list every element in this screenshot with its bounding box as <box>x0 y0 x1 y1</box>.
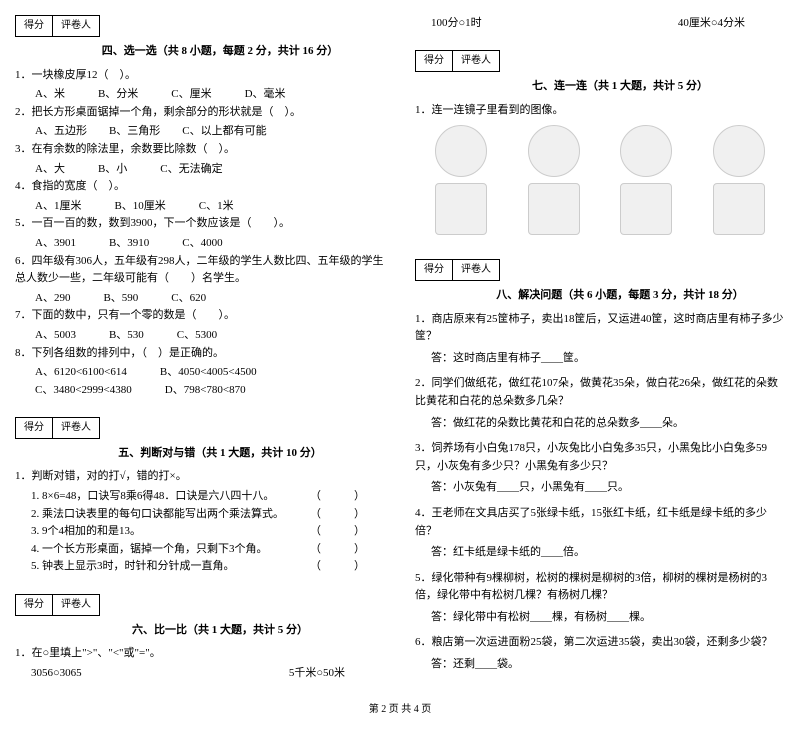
section-4-title: 四、选一选（共 8 小题，每题 2 分，共计 16 分） <box>55 43 385 61</box>
grader-label: 评卷人 <box>53 595 99 615</box>
q5-1-4-text: 4. 一个长方形桌面，锯掉一个角，只剩下3个角。 <box>31 543 268 555</box>
mirror-match-3 <box>620 183 672 235</box>
grader-label: 评卷人 <box>453 51 499 71</box>
q6-1: 1．在○里填上">"、"<"或"="。 <box>15 645 385 663</box>
a8-4: 答：红卡纸是绿卡纸的____倍。 <box>415 544 785 562</box>
paren: （ ） <box>310 523 385 541</box>
image-row-top <box>415 125 785 177</box>
a8-1: 答：这时商店里有柿子____筐。 <box>415 350 785 368</box>
score-box-7: 得分 评卷人 <box>415 50 500 72</box>
section-6-title: 六、比一比（共 1 大题，共计 5 分） <box>55 622 385 640</box>
q4-6-opts: A、290 B、590 C、620 <box>15 290 385 308</box>
a8-3: 答：小灰兔有____只，小黑兔有____只。 <box>415 479 785 497</box>
score-label: 得分 <box>16 595 53 615</box>
q5-1-3-text: 3. 9个4相加的和是13。 <box>31 525 141 537</box>
q8-6: 6．粮店第一次运进面粉25袋，第二次运进35袋，卖出30袋，还剩多少袋？ <box>415 634 785 652</box>
q8-5: 5．绿化带种有9棵柳树，松树的棵树是柳树的3倍，柳树的棵树是杨树的3倍，绿化带中… <box>415 570 785 605</box>
image-row-bottom <box>415 183 785 235</box>
q4-5: 5．一百一百的数，数到3900，下一个数应该是（ ）。 <box>15 215 385 233</box>
q4-3: 3．在有余数的除法里，余数要比除数（ ）。 <box>15 141 385 159</box>
q6-1a: 3056○3065 <box>31 665 82 683</box>
score-label: 得分 <box>416 260 453 280</box>
q8-2: 2．同学们做纸花，做红花107朵，做黄花35朵，做白花26朵，做红花的朵数比黄花… <box>415 375 785 410</box>
paren: （ ） <box>310 506 385 524</box>
score-box-4: 得分 评卷人 <box>15 15 100 37</box>
section-7-title: 七、连一连（共 1 大题，共计 5 分） <box>455 78 785 96</box>
a8-2: 答：做红花的朵数比黄花和白花的总朵数多____朵。 <box>415 415 785 433</box>
q6-row1: 3056○3065 5千米○50米 <box>15 665 385 683</box>
q6-2a: 100分○1时 <box>431 15 482 33</box>
mirror-match-4 <box>713 183 765 235</box>
q4-4: 4．食指的宽度（ ）。 <box>15 178 385 196</box>
mirror-image-2 <box>528 125 580 177</box>
a8-6: 答：还剩____袋。 <box>415 656 785 674</box>
score-label: 得分 <box>16 16 53 36</box>
q4-2-opts: A、五边形 B、三角形 C、以上都有可能 <box>15 123 385 141</box>
q4-7-opts: A、5003 B、530 C、5300 <box>15 327 385 345</box>
q4-7: 7．下面的数中，只有一个零的数是（ ）。 <box>15 307 385 325</box>
mirror-image-4 <box>713 125 765 177</box>
q4-1-opts: A、米 B、分米 C、厘米 D、毫米 <box>15 86 385 104</box>
q4-8-opts-b: C、3480<2999<4380 D、798<780<870 <box>15 382 385 400</box>
grader-label: 评卷人 <box>53 418 99 438</box>
q8-1: 1．商店原来有25筐柿子，卖出18筐后，又运进40筐，这时商店里有柿子多少筐？ <box>415 311 785 346</box>
q5-1: 1．判断对错，对的打√，错的打×。 <box>15 468 385 486</box>
score-label: 得分 <box>416 51 453 71</box>
section-8-title: 八、解决问题（共 6 小题，每题 3 分，共计 18 分） <box>455 287 785 305</box>
mirror-match-2 <box>528 183 580 235</box>
page-container: 得分 评卷人 四、选一选（共 8 小题，每题 2 分，共计 16 分） 1．一块… <box>15 15 785 682</box>
q5-1-3: 3. 9个4相加的和是13。 （ ） <box>15 523 385 541</box>
q4-2: 2．把长方形桌面锯掉一个角，剩余部分的形状就是（ ）。 <box>15 104 385 122</box>
right-column: 100分○1时 40厘米○4分米 得分 评卷人 七、连一连（共 1 大题，共计 … <box>415 15 785 682</box>
q4-6: 6．四年级有306人，五年级有298人，二年级的学生人数比四、五年级的学生总人数… <box>15 253 385 288</box>
q8-4: 4．王老师在文具店买了5张绿卡纸，15张红卡纸，红卡纸是绿卡纸的多少倍？ <box>415 505 785 540</box>
score-box-8: 得分 评卷人 <box>415 259 500 281</box>
q7-1: 1．连一连镜子里看到的图像。 <box>415 102 785 120</box>
mirror-image-3 <box>620 125 672 177</box>
paren: （ ） <box>310 558 385 576</box>
score-label: 得分 <box>16 418 53 438</box>
q5-1-4: 4. 一个长方形桌面，锯掉一个角，只剩下3个角。 （ ） <box>15 541 385 559</box>
page-footer: 第 2 页 共 4 页 <box>15 702 785 718</box>
grader-label: 评卷人 <box>53 16 99 36</box>
q4-5-opts: A、3901 B、3910 C、4000 <box>15 235 385 253</box>
q5-1-1-text: 1. 8×6=48，口诀写8乘6得48．口诀是六八四十八。 <box>31 490 274 502</box>
a8-5: 答：绿化带中有松树____棵，有杨树____棵。 <box>415 609 785 627</box>
score-box-5: 得分 评卷人 <box>15 417 100 439</box>
q5-1-2-text: 2. 乘法口诀表里的每句口诀都能写出两个乘法算式。 <box>31 508 284 520</box>
q8-3: 3．饲养场有小白兔178只，小灰兔比小白兔多35只，小黑兔比小白兔多59只，小灰… <box>415 440 785 475</box>
paren: （ ） <box>310 541 385 559</box>
q5-1-5: 5. 钟表上显示3时，时针和分针成一直角。 （ ） <box>15 558 385 576</box>
q4-3-opts: A、大 B、小 C、无法确定 <box>15 161 385 179</box>
q4-4-opts: A、1厘米 B、10厘米 C、1米 <box>15 198 385 216</box>
q4-8-opts-a: A、6120<6100<614 B、4050<4005<4500 <box>15 364 385 382</box>
grader-label: 评卷人 <box>453 260 499 280</box>
q5-1-1: 1. 8×6=48，口诀写8乘6得48．口诀是六八四十八。 （ ） <box>15 488 385 506</box>
q4-1: 1．一块橡皮厚12（ ）。 <box>15 67 385 85</box>
mirror-image-1 <box>435 125 487 177</box>
q4-8: 8．下列各组数的排列中，（ ）是正确的。 <box>15 345 385 363</box>
paren: （ ） <box>310 488 385 506</box>
q6-2b: 40厘米○4分米 <box>678 15 745 33</box>
q5-1-5-text: 5. 钟表上显示3时，时针和分针成一直角。 <box>31 560 235 572</box>
score-box-6: 得分 评卷人 <box>15 594 100 616</box>
q6-1b: 5千米○50米 <box>289 665 345 683</box>
q6-row2: 100分○1时 40厘米○4分米 <box>415 15 785 33</box>
q5-1-2: 2. 乘法口诀表里的每句口诀都能写出两个乘法算式。 （ ） <box>15 506 385 524</box>
mirror-match-1 <box>435 183 487 235</box>
left-column: 得分 评卷人 四、选一选（共 8 小题，每题 2 分，共计 16 分） 1．一块… <box>15 15 385 682</box>
section-5-title: 五、判断对与错（共 1 大题，共计 10 分） <box>55 445 385 463</box>
